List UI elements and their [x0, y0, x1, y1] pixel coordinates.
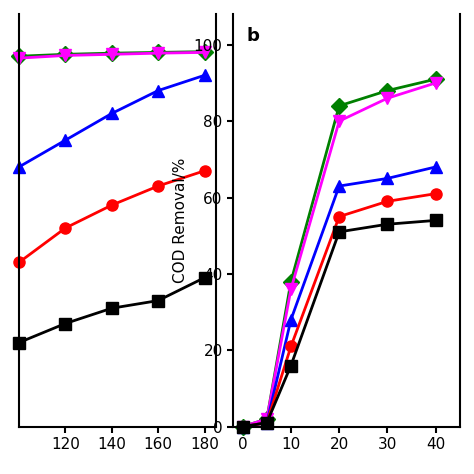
- Text: b: b: [246, 27, 260, 45]
- Y-axis label: COD Removal/%: COD Removal/%: [173, 158, 188, 283]
